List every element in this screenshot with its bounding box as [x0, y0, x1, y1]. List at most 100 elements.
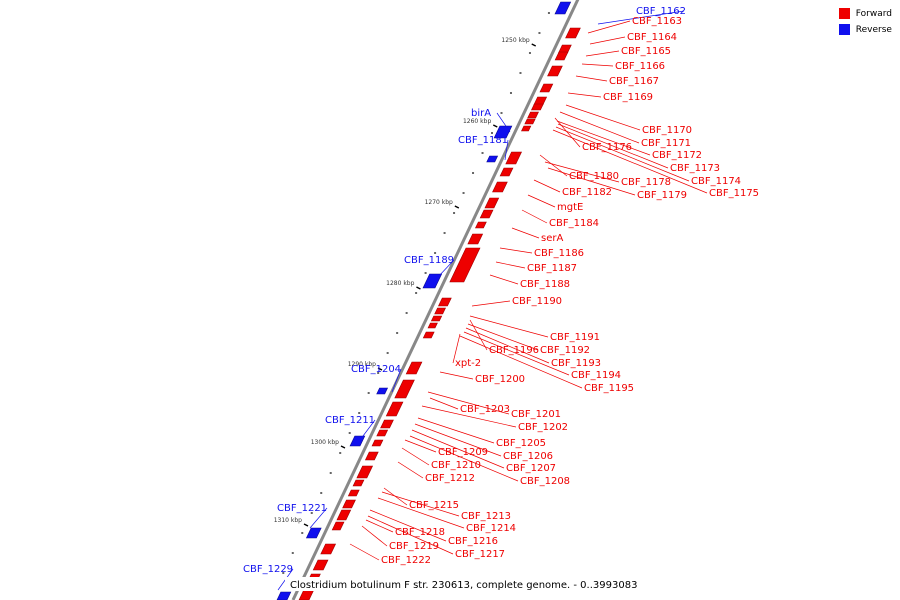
- leader-line: [365, 519, 394, 533]
- leader-line: [585, 50, 620, 57]
- backbone-dot: [538, 32, 541, 34]
- gene-label-cbf-1207[interactable]: CBF_1207: [506, 463, 556, 474]
- gene-label-cbf-1169[interactable]: CBF_1169: [603, 92, 653, 103]
- gene-label-cbf-1214[interactable]: CBF_1214: [466, 523, 516, 534]
- gene-label-cbf-1186[interactable]: CBF_1186: [534, 248, 584, 259]
- gene-label-cbf-1218[interactable]: CBF_1218: [395, 527, 445, 538]
- gene-label-cbf-1206[interactable]: CBF_1206: [503, 451, 553, 462]
- gene-label-cbf-1179[interactable]: CBF_1179: [637, 190, 687, 201]
- gene-label-cbf-1229[interactable]: CBF_1229: [243, 564, 293, 575]
- forward-gene-block: [405, 361, 423, 375]
- gene-label-cbf-1213[interactable]: CBF_1213: [461, 511, 511, 522]
- backbone-dot: [301, 532, 304, 534]
- backbone-dot: [453, 212, 456, 214]
- gene-label-cbf-1191[interactable]: CBF_1191: [550, 332, 600, 343]
- leader-line: [495, 261, 526, 269]
- gene-label-cbf-1209[interactable]: CBF_1209: [438, 447, 488, 458]
- gene-label-mgte[interactable]: mgtE: [557, 202, 583, 213]
- gene-label-cbf-1178[interactable]: CBF_1178: [621, 177, 671, 188]
- gene-label-cbf-1188[interactable]: CBF_1188: [520, 279, 570, 290]
- gene-label-cbf-1189[interactable]: CBF_1189: [404, 255, 454, 266]
- gene-label-cbf-1215[interactable]: CBF_1215: [409, 500, 459, 511]
- gene-label-bira[interactable]: birA: [471, 108, 491, 119]
- gene-label-cbf-1163[interactable]: CBF_1163: [632, 16, 682, 27]
- gene-label-cbf-1166[interactable]: CBF_1166: [615, 61, 665, 72]
- gene-label-cbf-1190[interactable]: CBF_1190: [512, 296, 562, 307]
- forward-gene-block: [547, 65, 563, 77]
- leader-line: [533, 179, 561, 193]
- gene-label-cbf-1221[interactable]: CBF_1221: [277, 503, 327, 514]
- gene-label-cbf-1204[interactable]: CBF_1204: [351, 364, 401, 375]
- forward-gene-block: [352, 479, 365, 487]
- gene-label-cbf-1219[interactable]: CBF_1219: [389, 541, 439, 552]
- gene-label-cbf-1164[interactable]: CBF_1164: [627, 32, 677, 43]
- reverse-gene-block: [276, 591, 292, 600]
- forward-gene-block: [505, 151, 522, 165]
- backbone-dot: [547, 12, 550, 14]
- forward-gene-block: [565, 27, 581, 39]
- leader-line: [463, 331, 570, 376]
- leader-line: [581, 63, 614, 67]
- gene-label-cbf-1202[interactable]: CBF_1202: [518, 422, 568, 433]
- tick-mark: [492, 124, 498, 128]
- gene-label-cbf-1173[interactable]: CBF_1173: [670, 163, 720, 174]
- gene-label-cbf-1180[interactable]: CBF_1180: [569, 171, 619, 182]
- gene-label-cbf-1201[interactable]: CBF_1201: [511, 409, 561, 420]
- leader-line: [575, 75, 608, 82]
- forward-gene-block: [422, 331, 435, 339]
- gene-label-cbf-1165[interactable]: CBF_1165: [621, 46, 671, 57]
- gene-label-cbf-1195[interactable]: CBF_1195: [584, 383, 634, 394]
- gene-label-cbf-1174[interactable]: CBF_1174: [691, 176, 741, 187]
- gene-label-cbf-1211[interactable]: CBF_1211: [325, 415, 375, 426]
- gene-label-cbf-1192[interactable]: CBF_1192: [540, 345, 590, 356]
- gene-label-cbf-1170[interactable]: CBF_1170: [642, 125, 692, 136]
- gene-label-cbf-1193[interactable]: CBF_1193: [551, 358, 601, 369]
- leader-line: [467, 323, 539, 351]
- reverse-gene-block: [422, 273, 443, 289]
- backbone-dot: [491, 132, 494, 134]
- gene-label-cbf-1184[interactable]: CBF_1184: [549, 218, 599, 229]
- gene-label-cbf-1176[interactable]: CBF_1176: [582, 142, 632, 153]
- leader-line: [489, 274, 519, 285]
- gene-features: [276, 1, 581, 600]
- gene-label-cbf-1222[interactable]: CBF_1222: [381, 555, 431, 566]
- gene-label-cbf-1167[interactable]: CBF_1167: [609, 76, 659, 87]
- gene-label-cbf-1203[interactable]: CBF_1203: [460, 404, 510, 415]
- gene-label-cbf-1217[interactable]: CBF_1217: [455, 549, 505, 560]
- leader-line: [552, 129, 708, 194]
- backbone-dot: [415, 292, 418, 294]
- leader-line: [397, 461, 424, 479]
- caption: Clostridium botulinum F str. 230613, com…: [290, 580, 637, 591]
- gene-label-cbf-1171[interactable]: CBF_1171: [641, 138, 691, 149]
- gene-label-cbf-1200[interactable]: CBF_1200: [475, 374, 525, 385]
- gene-label-cbf-1175[interactable]: CBF_1175: [709, 188, 759, 199]
- gene-label-cbf-1212[interactable]: CBF_1212: [425, 473, 475, 484]
- tick-mark: [340, 445, 346, 449]
- leader-line: [367, 515, 454, 555]
- gene-label-xpt-2[interactable]: xpt-2: [455, 358, 481, 369]
- gene-label-cbf-1205[interactable]: CBF_1205: [496, 438, 546, 449]
- gene-label-cbf-1181[interactable]: CBF_1181: [458, 135, 508, 146]
- leader-line: [436, 259, 455, 279]
- gene-label-cbf-1194[interactable]: CBF_1194: [571, 370, 621, 381]
- gene-label-cbf-1182[interactable]: CBF_1182: [562, 187, 612, 198]
- leader-line: [465, 327, 550, 364]
- gene-label-cbf-1216[interactable]: CBF_1216: [448, 536, 498, 547]
- leader-line: [381, 491, 460, 517]
- gene-label-cbf-1172[interactable]: CBF_1172: [652, 150, 702, 161]
- backbone-dot: [310, 512, 313, 514]
- backbone-dot: [405, 312, 408, 314]
- gene-label-cbf-1162[interactable]: CBF_1162: [636, 6, 686, 17]
- gene-label-sera[interactable]: serA: [541, 233, 563, 244]
- leader-line: [309, 507, 328, 529]
- gene-label-cbf-1210[interactable]: CBF_1210: [431, 460, 481, 471]
- tick-label-1290-kbp: 1290 kbp: [348, 361, 376, 368]
- leader-line: [427, 391, 510, 415]
- gene-label-cbf-1196[interactable]: CBF_1196: [489, 345, 539, 356]
- gene-label-cbf-1208[interactable]: CBF_1208: [520, 476, 570, 487]
- leader-line: [452, 333, 461, 364]
- gene-label-cbf-1187[interactable]: CBF_1187: [527, 263, 577, 274]
- backbone-dot: [528, 52, 531, 54]
- legend-item-forward: Forward: [838, 8, 892, 19]
